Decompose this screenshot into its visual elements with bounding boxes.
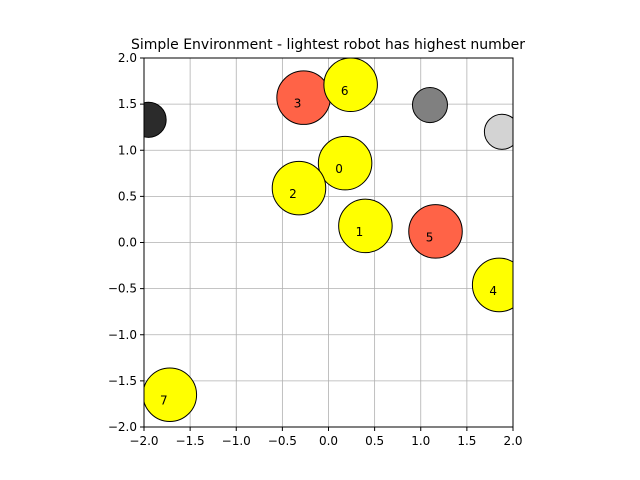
- y-tick-label: 2.0: [118, 51, 137, 65]
- robot-label-2: 2: [289, 187, 297, 201]
- x-tick-label: 0.5: [365, 434, 384, 448]
- y-tick-label: −2.0: [108, 420, 137, 434]
- y-tick-label: −1.0: [108, 328, 137, 342]
- obstacle-circle: [483, 113, 513, 150]
- axis-ticks: −2.0 −1.5 −1.0 −0.5 0.0 0.5 1.0 1.5 2.0 −2.0 −1.5 −…: [108, 51, 523, 448]
- x-tick-label: −2.0: [129, 434, 158, 448]
- robot-label-7: 7: [160, 394, 168, 408]
- robot-label-6: 6: [341, 84, 349, 98]
- chart-marks: 0 1 2 3 4 5 6 7: [144, 58, 513, 422]
- robot-circle-6: [323, 58, 378, 112]
- x-tick-label: −1.5: [176, 434, 205, 448]
- y-tick-label: −0.5: [108, 282, 137, 296]
- y-tick-label: 1.0: [118, 143, 137, 157]
- robot-circle-3: [276, 70, 331, 125]
- robot-label-5: 5: [426, 230, 434, 244]
- robot-circle-1: [338, 198, 393, 254]
- x-tick-label: 1.5: [457, 434, 476, 448]
- robot-circle-7: [144, 367, 198, 422]
- y-tick-label: 1.5: [118, 97, 137, 111]
- chart-title: Simple Environment - lightest robot has …: [131, 37, 525, 53]
- robot-circle-0: [317, 135, 373, 191]
- robot-circle-2: [271, 160, 327, 216]
- robot-label-1: 1: [356, 225, 364, 239]
- y-tick-label: 0.5: [118, 189, 137, 203]
- x-tick-label: −1.0: [222, 434, 251, 448]
- obstacle-circle: [144, 101, 167, 138]
- robot-circle-5: [408, 204, 463, 259]
- x-tick-label: 2.0: [503, 434, 522, 448]
- y-tick-label: 0.0: [118, 236, 137, 250]
- y-tick-label: −1.5: [108, 374, 137, 388]
- robot-label-0: 0: [335, 162, 343, 176]
- robot-label-3: 3: [294, 97, 302, 111]
- robot-circle-4: [471, 257, 513, 313]
- robot-label-4: 4: [489, 284, 497, 298]
- obstacle-circle: [411, 87, 449, 124]
- x-tick-label: 1.0: [411, 434, 430, 448]
- x-tick-label: 0.0: [319, 434, 338, 448]
- x-tick-label: −0.5: [268, 434, 297, 448]
